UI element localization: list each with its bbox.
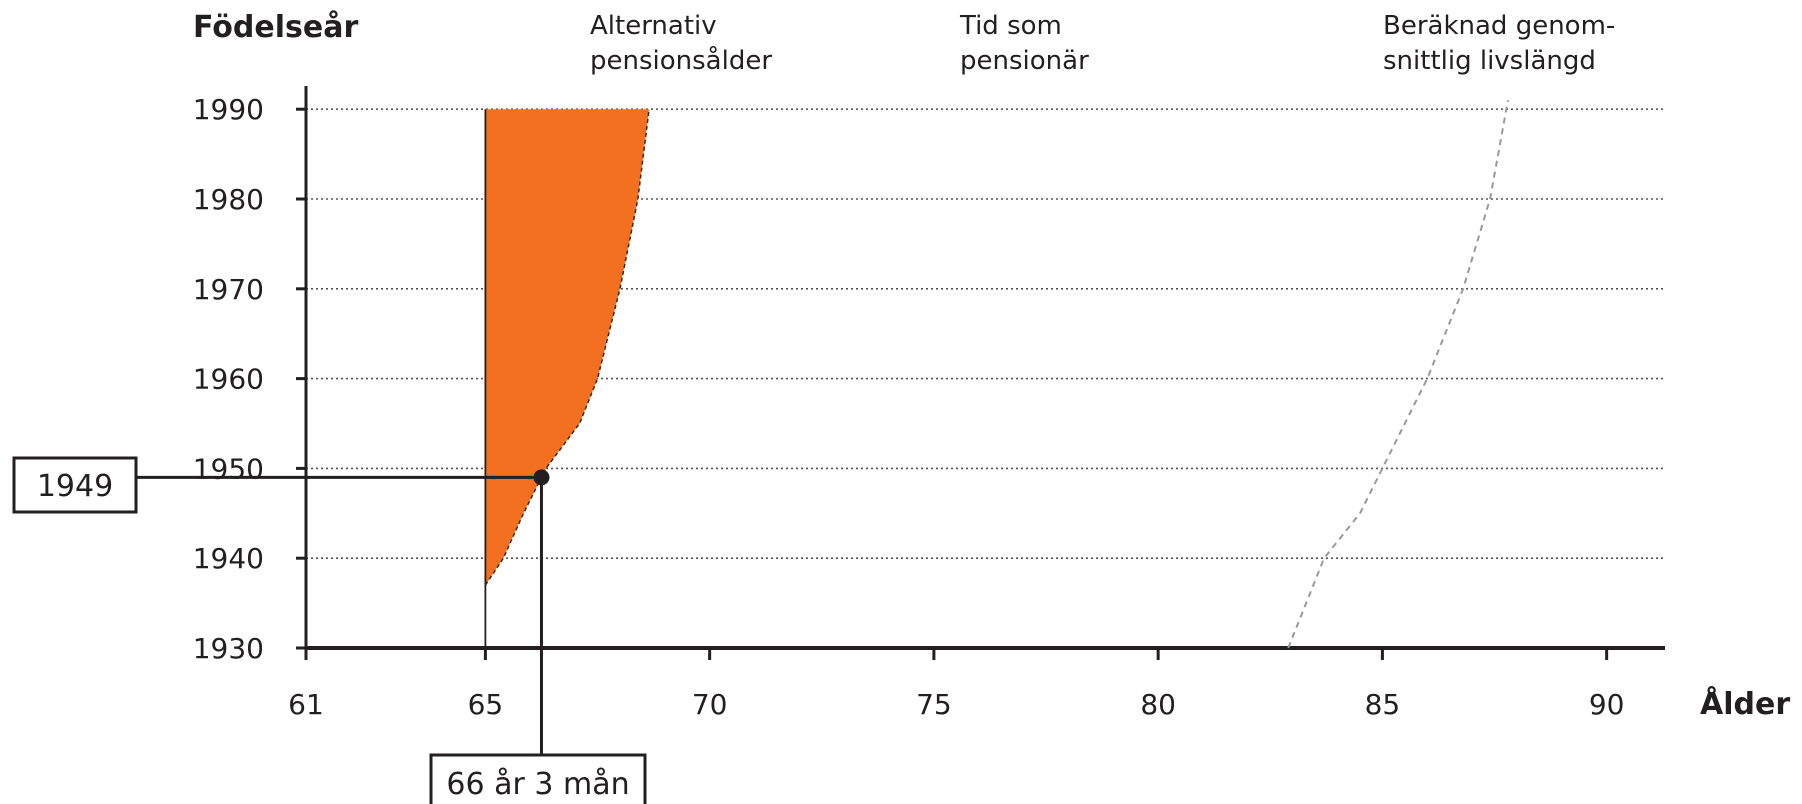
column-header-3-line-2: snittlig livslängd (1383, 46, 1596, 76)
y-tick-label-1960: 1960 (193, 363, 264, 396)
y-tick-label-1990: 1990 (193, 93, 264, 126)
x-tick-label-85: 85 (1365, 688, 1401, 721)
x-tick-label-61: 61 (288, 688, 324, 721)
column-header-2-line-1: Tid som (959, 11, 1062, 41)
x-tick-label-70: 70 (692, 688, 728, 721)
life-expectancy-line (1287, 100, 1509, 649)
x-tick-label-65: 65 (468, 688, 504, 721)
x-axis-title: Ålder (1700, 685, 1790, 722)
y-axis-title: Födelseår (193, 9, 358, 45)
x-tick-label-90: 90 (1589, 688, 1625, 721)
y-tick-label-1930: 1930 (193, 632, 264, 665)
pension-age-area (485, 109, 650, 586)
highlight-year-label: 1949 (37, 469, 113, 504)
column-header-1-line-2: pensionsålder (590, 45, 772, 76)
y-tick-label-1970: 1970 (193, 273, 264, 306)
y-tick-label-1950: 1950 (193, 452, 264, 485)
y-tick-label-1940: 1940 (193, 542, 264, 575)
x-tick-label-80: 80 (1140, 688, 1176, 721)
highlight-age-box (429, 753, 647, 804)
x-tick-label-75: 75 (916, 688, 952, 721)
highlight-year-box (12, 456, 138, 514)
column-header-1-line-1: Alternativ (590, 11, 717, 41)
y-tick-label-1980: 1980 (193, 183, 264, 216)
column-header-2-line-2: pensionär (960, 46, 1089, 76)
highlight-point (533, 469, 550, 486)
highlight-age-label: 66 år 3 mån (446, 767, 629, 802)
column-header-3-line-1: Beräknad genom- (1383, 11, 1615, 41)
